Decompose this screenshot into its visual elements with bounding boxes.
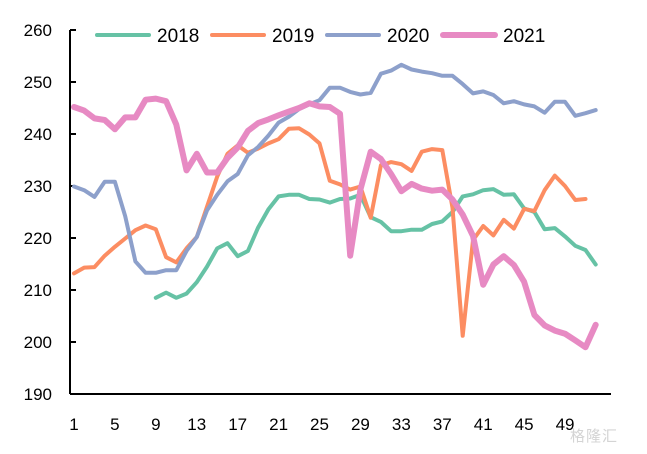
series-line-2020 [72, 62, 598, 275]
legend-label: 2019 [272, 26, 314, 47]
series-line-2021 [71, 95, 599, 351]
x-tick-label: 25 [310, 415, 329, 434]
x-tick-label: 17 [228, 415, 247, 434]
legend-label: 2018 [157, 26, 199, 47]
x-tick-label: 21 [269, 415, 288, 434]
x-tick-label: 29 [351, 415, 370, 434]
y-tick-label: 200 [24, 333, 52, 352]
y-tick-label: 220 [24, 229, 52, 248]
x-tick-label: 13 [187, 415, 206, 434]
x-tick-label: 9 [151, 415, 160, 434]
legend: 2018 2019 2020 2021 [95, 26, 545, 47]
series-layer [71, 62, 599, 351]
legend-item-2018: 2018 [95, 26, 199, 47]
legend-label: 2021 [503, 26, 545, 47]
legend-item-2020: 2020 [325, 26, 429, 47]
series-2018 [153, 187, 598, 300]
x-tick-label: 37 [433, 415, 452, 434]
x-axis: 1 5 9 13 17 21 25 29 33 37 41 45 49 [69, 393, 611, 434]
y-tick-label: 250 [24, 73, 52, 92]
series-line-2019 [72, 126, 588, 338]
legend-label: 2020 [387, 26, 429, 47]
y-axis: 190 200 210 220 230 240 250 260 [24, 21, 76, 404]
x-tick-label: 41 [474, 415, 493, 434]
series-2020 [72, 62, 598, 275]
series-2019 [72, 126, 588, 338]
x-tick-label: 5 [110, 415, 119, 434]
y-tick-label: 190 [24, 385, 52, 404]
legend-item-2021: 2021 [440, 26, 545, 47]
x-tick-label: 49 [556, 415, 575, 434]
x-tick-label: 45 [515, 415, 534, 434]
legend-item-2019: 2019 [210, 26, 314, 47]
x-tick-label: 1 [69, 415, 78, 434]
x-tick-label: 33 [392, 415, 411, 434]
y-tick-label: 240 [24, 125, 52, 144]
series-2021 [71, 95, 599, 351]
y-tick-label: 210 [24, 281, 52, 300]
watermark: 格隆汇 [570, 427, 619, 445]
series-line-2018 [153, 187, 598, 300]
y-tick-label: 230 [24, 177, 52, 196]
y-tick-label: 260 [24, 21, 52, 40]
